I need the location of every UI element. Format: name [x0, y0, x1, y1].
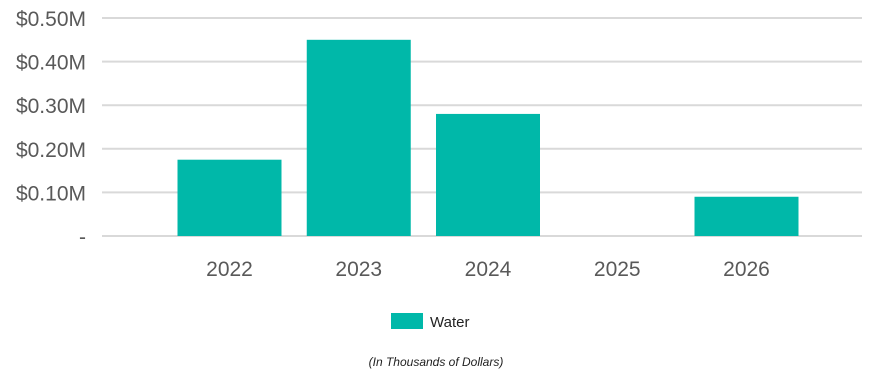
- legend-label-water: Water: [430, 314, 469, 331]
- y-tick-label: -: [79, 226, 86, 249]
- y-tick-label: $0.50M: [16, 8, 86, 31]
- x-axis-tick-labels: 2022 2023 2024 2025 2026: [206, 258, 770, 281]
- units-annotation: (In Thousands of Dollars): [369, 355, 504, 369]
- legend: Water: [391, 313, 469, 331]
- x-tick-label-2026: 2026: [723, 258, 770, 281]
- x-tick-label-2023: 2023: [335, 258, 382, 281]
- x-tick-label-2025: 2025: [594, 258, 641, 281]
- x-tick-label-2022: 2022: [206, 258, 253, 281]
- bar-2026: [694, 196, 799, 236]
- x-tick-label-2024: 2024: [465, 258, 512, 281]
- bar-2022: [177, 159, 282, 236]
- legend-swatch-water: [391, 313, 423, 329]
- y-tick-label: $0.20M: [16, 139, 86, 162]
- y-tick-label: $0.40M: [16, 52, 86, 75]
- bar-2024: [436, 113, 540, 236]
- bar-2023: [306, 39, 411, 236]
- y-tick-label: $0.30M: [16, 95, 86, 118]
- y-axis-tick-labels: - $0.10M $0.20M $0.30M $0.40M $0.50M: [16, 8, 86, 249]
- bars: [177, 39, 799, 236]
- y-tick-label: $0.10M: [16, 182, 86, 205]
